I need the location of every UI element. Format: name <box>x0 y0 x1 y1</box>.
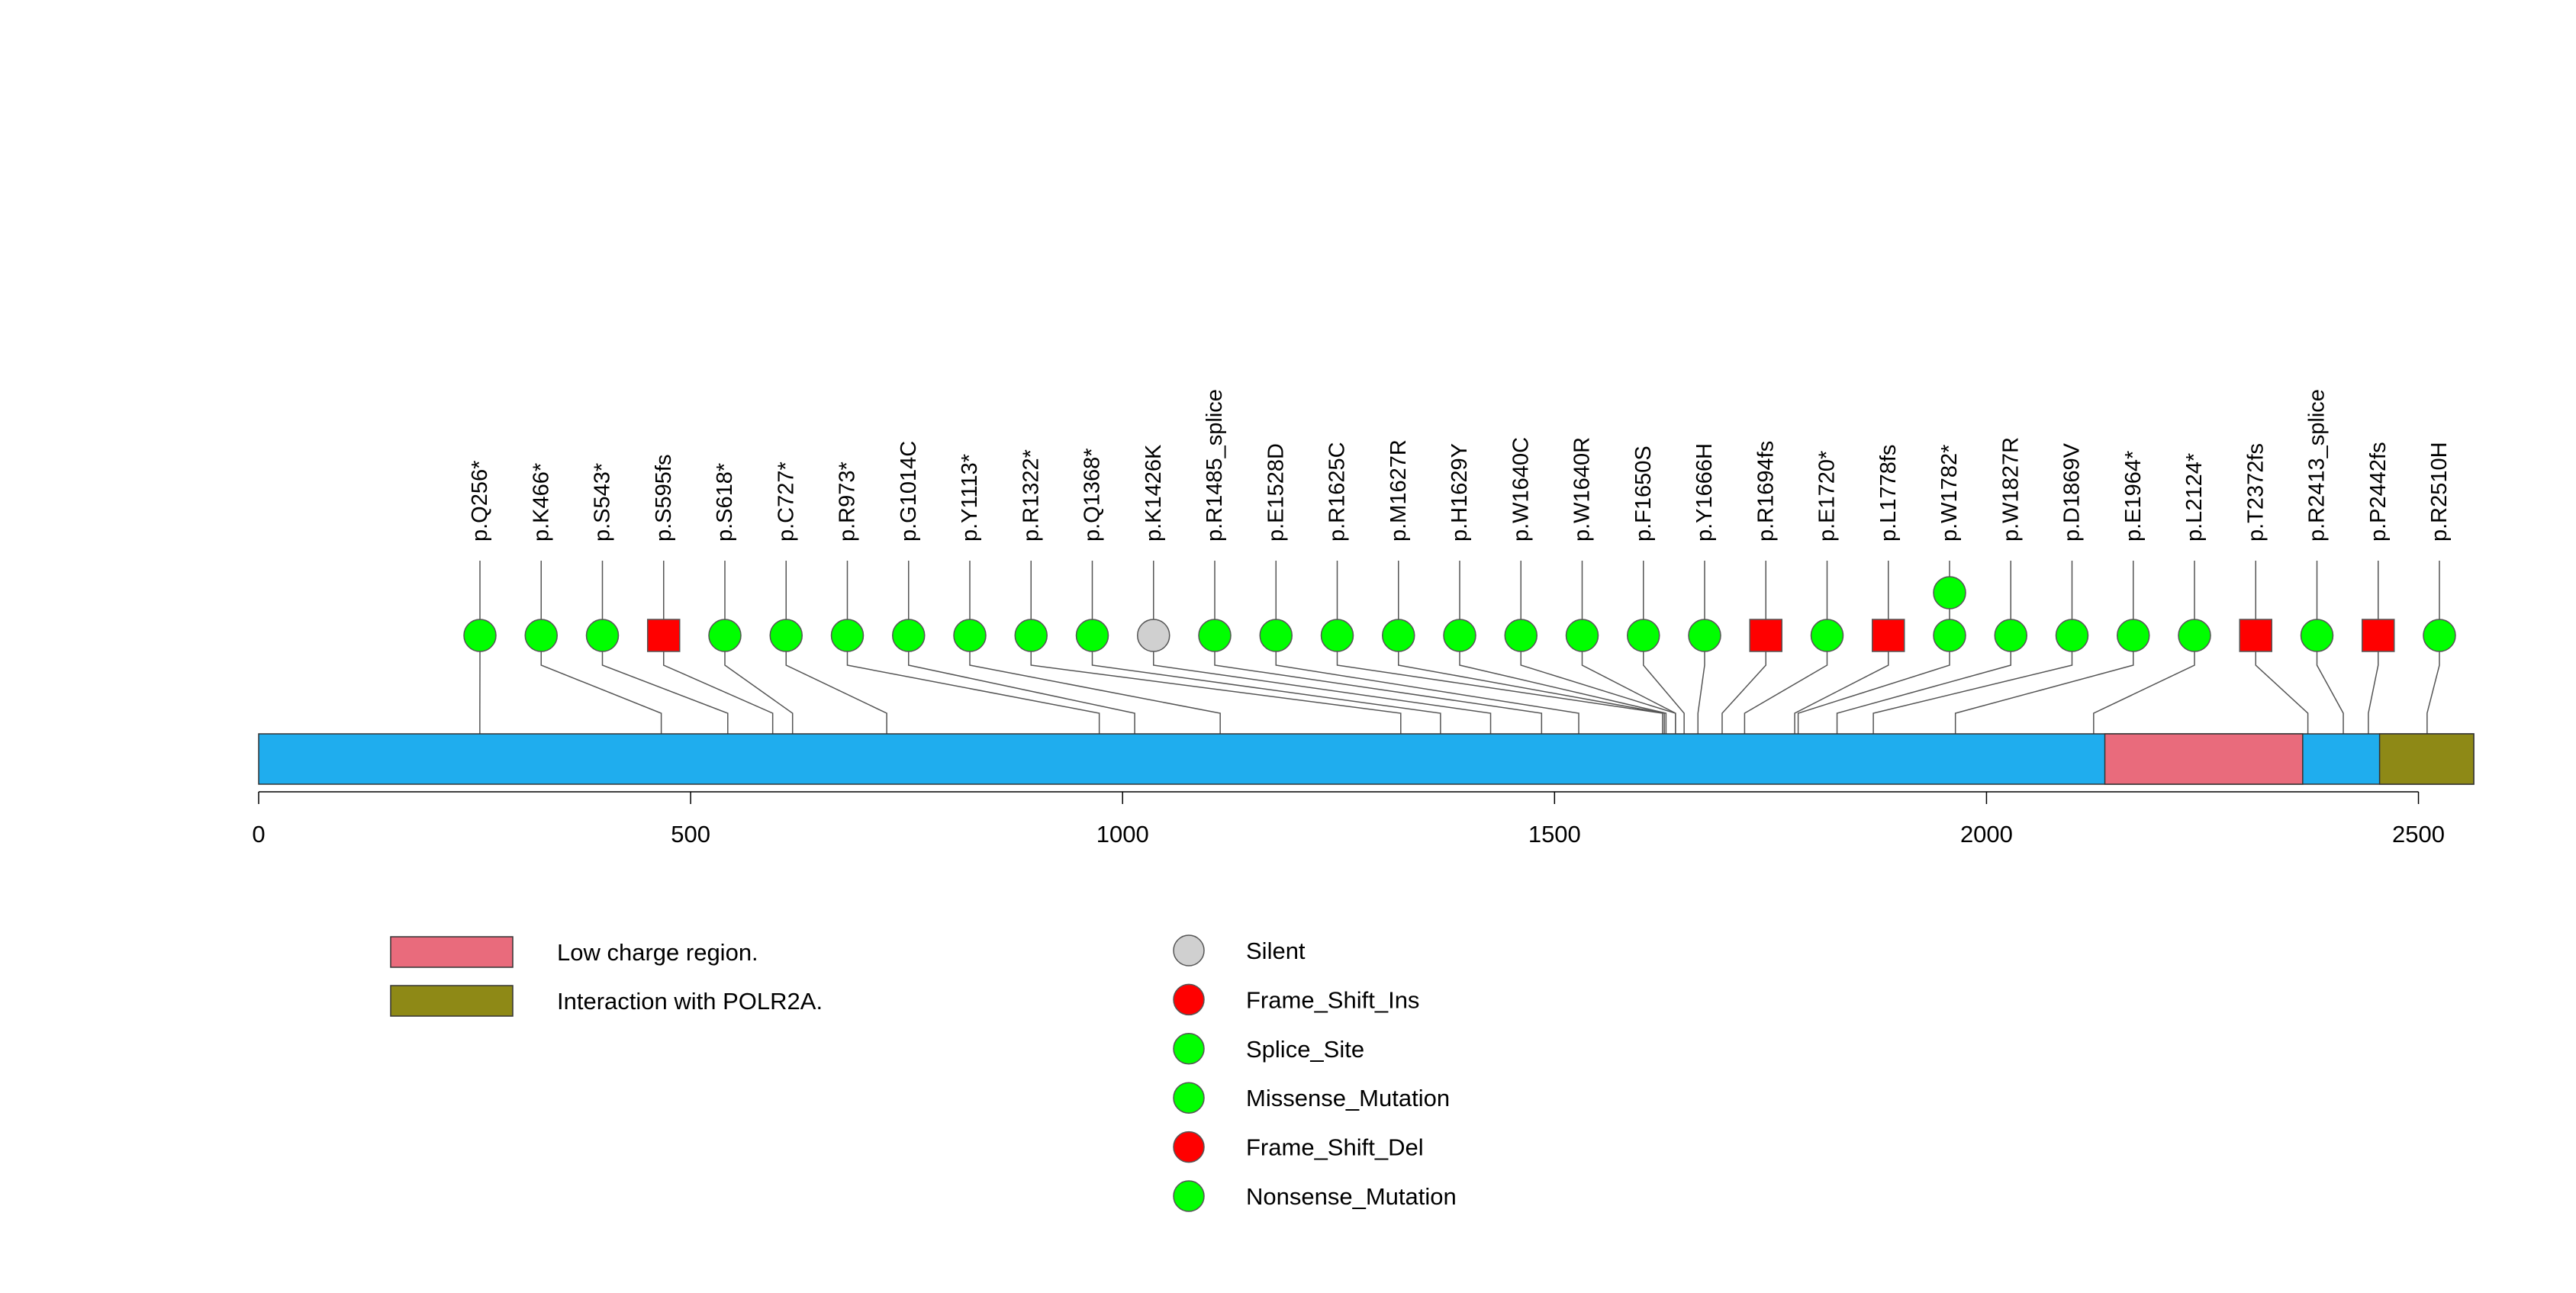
legend-domain-swatch-1 <box>391 937 513 967</box>
marker-6 <box>770 619 802 651</box>
mutation-label-13: p.R1485_splice <box>1203 389 1227 542</box>
mutation-label-23: p.E1720* <box>1815 451 1840 542</box>
marker-7 <box>832 619 864 651</box>
marker-29 <box>2178 619 2211 651</box>
mutation-label-14: p.E1528D <box>1264 443 1288 542</box>
mutation-label-19: p.W1640R <box>1570 437 1595 542</box>
mutation-label-26: p.W1827R <box>1998 437 2023 542</box>
mutation-label-1: p.Q256* <box>468 461 492 542</box>
marker-26 <box>1995 619 2027 651</box>
marker-22 <box>1750 619 1782 651</box>
axis-tick-label-5: 2000 <box>1960 821 2013 848</box>
mutation-label-33: p.R2510H <box>2427 442 2452 542</box>
legend-mutation-label-4: Missense_Mutation <box>1246 1085 1450 1111</box>
marker-18 <box>1505 619 1537 651</box>
legend-mutation-label-3: Splice_Site <box>1246 1036 1364 1063</box>
marker-28 <box>2117 619 2149 651</box>
marker-25-2 <box>1934 577 1966 609</box>
legend-domain-label-1: Low charge region. <box>557 939 758 966</box>
mutation-label-28: p.E1964* <box>2121 451 2146 542</box>
legend-mutation-swatch-1 <box>1174 935 1204 966</box>
marker-30 <box>2240 619 2272 651</box>
mutation-label-29: p.L2124* <box>2182 453 2207 542</box>
axis-tick-label-1: 0 <box>252 821 265 848</box>
marker-25 <box>1934 619 1966 651</box>
mutation-label-4: p.S595fs <box>652 455 676 542</box>
marker-13 <box>1199 619 1231 651</box>
mutation-label-22: p.R1694fs <box>1753 441 1778 542</box>
legend-mutation-swatch-5 <box>1174 1132 1204 1163</box>
marker-27 <box>2056 619 2088 651</box>
legend-mutation-swatch-4 <box>1174 1082 1204 1113</box>
legend: Low charge region. Interaction with POLR2… <box>391 935 1457 1211</box>
mutation-label-8: p.G1014C <box>897 441 921 542</box>
marker-9 <box>954 619 986 651</box>
mutation-label-10: p.R1322* <box>1019 449 1043 542</box>
mutation-label-32: p.P2442fs <box>2366 442 2391 542</box>
mutation-label-31: p.R2413_splice <box>2305 389 2330 542</box>
mutation-label-15: p.R1625C <box>1325 442 1350 542</box>
legend-mutation-label-1: Silent <box>1246 938 1306 964</box>
mutation-label-18: p.W1640C <box>1509 437 1533 542</box>
axis-tick-label-6: 2500 <box>2392 821 2445 848</box>
legend-domain-swatch-2 <box>391 986 513 1016</box>
mutation-label-27: p.D1869V <box>2060 442 2085 542</box>
marker-17 <box>1444 619 1476 651</box>
mutation-label-20: p.F1650S <box>1631 445 1656 542</box>
domain-2 <box>2380 734 2474 784</box>
mutation-label-21: p.Y1666H <box>1692 443 1717 542</box>
protein-bar <box>259 734 2474 784</box>
mutation-label-7: p.R973* <box>836 462 860 542</box>
mutation-label-9: p.Y1113* <box>958 454 982 542</box>
marker-1 <box>464 619 496 651</box>
marker-3 <box>587 619 619 651</box>
mutation-label-17: p.H1629Y <box>1447 443 1472 542</box>
marker-33 <box>2423 619 2455 651</box>
mutation-label-24: p.L1778fs <box>1876 445 1901 542</box>
marker-10 <box>1015 619 1047 651</box>
mutation-label-25: p.W1782* <box>1937 445 1962 542</box>
mutation-label-30: p.T2372fs <box>2243 443 2268 542</box>
legend-mutation-swatch-6 <box>1174 1181 1204 1211</box>
axis-tick-label-2: 500 <box>671 821 710 848</box>
mutation-label-12: p.K1426K <box>1141 444 1166 542</box>
x-axis: 0 500 1000 1500 2000 2500 <box>252 792 2445 848</box>
mutation-labels: p.Q256* p.K466* p.S543* p.S595fs p.S618* p.C7… <box>468 389 2452 542</box>
marker-11 <box>1077 619 1109 651</box>
axis-tick-label-3: 1000 <box>1096 821 1149 848</box>
marker-31 <box>2301 619 2333 651</box>
mutation-label-3: p.S543* <box>591 463 615 542</box>
legend-mutation-label-5: Frame_Shift_Del <box>1246 1134 1424 1161</box>
marker-24 <box>1872 619 1905 651</box>
marker-21 <box>1689 619 1721 651</box>
marker-5 <box>709 619 741 651</box>
domain-1 <box>2105 734 2303 784</box>
legend-mutation-swatch-2 <box>1174 984 1204 1015</box>
marker-19 <box>1567 619 1599 651</box>
marker-12 <box>1138 619 1170 651</box>
legend-mutation-label-2: Frame_Shift_Ins <box>1246 986 1419 1013</box>
legend-mutation-label-6: Nonsense_Mutation <box>1246 1183 1457 1210</box>
marker-32 <box>2362 619 2394 651</box>
legend-mutation-swatch-3 <box>1174 1034 1204 1064</box>
marker-20 <box>1628 619 1660 651</box>
marker-4 <box>648 619 680 651</box>
marker-14 <box>1260 619 1292 651</box>
marker-8 <box>893 619 925 651</box>
mutation-label-5: p.S618* <box>713 463 737 542</box>
marker-16 <box>1383 619 1415 651</box>
mutation-label-2: p.K466* <box>529 463 553 542</box>
marker-2 <box>525 619 557 651</box>
axis-tick-label-4: 1500 <box>1528 821 1581 848</box>
legend-domain-label-2: Interaction with POLR2A. <box>557 988 823 1015</box>
marker-15 <box>1322 619 1354 651</box>
mutation-label-11: p.Q1368* <box>1080 448 1105 542</box>
marker-23 <box>1811 619 1843 651</box>
mutation-label-16: p.M1627R <box>1386 439 1411 542</box>
mutation-label-6: p.C727* <box>774 462 798 542</box>
